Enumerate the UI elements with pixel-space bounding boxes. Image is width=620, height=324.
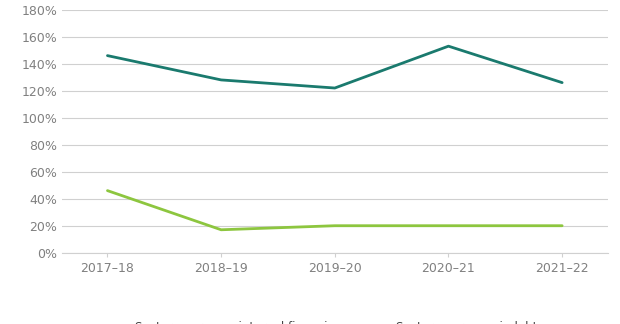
Legend: Sector average – internal financing, Sector average – indebtness: Sector average – internal financing, Sec… <box>101 317 569 324</box>
